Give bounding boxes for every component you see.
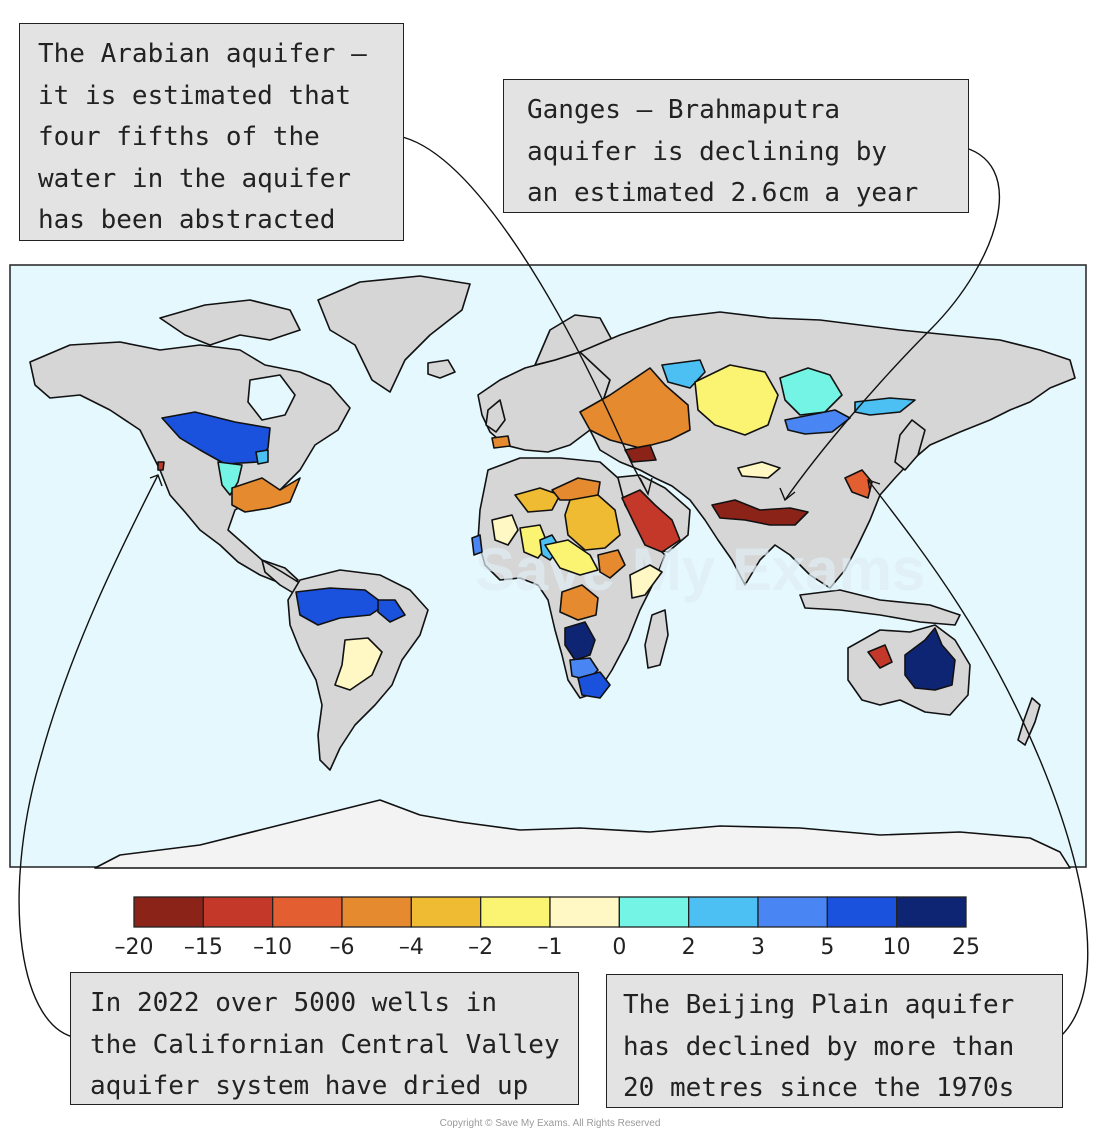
aquifer-central-siberia (779, 367, 843, 416)
aquifer-senegal (491, 514, 519, 546)
aquifer-iberia (491, 435, 511, 449)
greenland (317, 275, 471, 393)
iceland (427, 359, 456, 379)
legend-tick-label: 5 (820, 935, 834, 960)
hudson-bay (247, 374, 296, 421)
legend-tick-label: –2 (468, 935, 493, 960)
aquifer-sudd (544, 539, 599, 576)
legend-swatch (757, 896, 828, 928)
indonesia (799, 589, 961, 626)
legend-tick-label: –1 (538, 935, 563, 960)
aquifer-ogaden (597, 549, 626, 579)
callout-line: it is estimated that (38, 80, 352, 111)
legend-swatch (341, 896, 412, 928)
legend-tick-label: –6 (330, 935, 355, 960)
legend-swatch (826, 896, 898, 928)
antarctica (94, 799, 1071, 869)
aquifer-west-siberia (694, 364, 779, 436)
legend-swatch (618, 896, 690, 928)
aquifer-canning (867, 644, 893, 669)
callout-california-central-valley: In 2022 over 5000 wells in the Californi… (70, 972, 579, 1105)
aquifer-tarim (737, 461, 781, 479)
legend-swatch (549, 896, 620, 928)
callout-line: water in the aquifer (38, 163, 352, 194)
callout-line: Ganges – Brahmaputra (527, 95, 841, 125)
aquifer-congo (559, 584, 599, 621)
aquifer-california (157, 461, 165, 471)
aquifer-somali (629, 564, 663, 599)
callout-arabian-aquifer: The Arabian aquifer – it is estimated th… (19, 23, 404, 241)
callout-line: 20 metres since the 1970s (623, 1073, 1015, 1103)
legend-tick-label: –15 (184, 935, 223, 960)
aquifer-amazon (295, 587, 386, 626)
arrow-head-arabian (639, 477, 653, 497)
madagascar (644, 609, 669, 669)
callout-line: The Beijing Plain aquifer (623, 990, 1015, 1020)
leader-ganges (784, 145, 1001, 501)
legend-swatch (272, 896, 343, 928)
callout-line: has declined by more than (623, 1031, 1015, 1062)
callout-line: has been abstracted (38, 205, 336, 235)
aquifer-sahara-northwest (514, 487, 561, 513)
callout-line: an estimated 2.6cm a year (527, 178, 919, 208)
british-isles (485, 399, 506, 433)
aquifer-great-artesian (904, 627, 956, 691)
copyright-notice: Copyright © Save My Exams. All Rights Re… (439, 1118, 661, 1129)
legend-color-bar (133, 896, 967, 928)
legend-swatch (202, 896, 274, 928)
aquifer-mongolia (784, 409, 851, 435)
japan (894, 419, 926, 471)
legend-tick-label: –10 (253, 935, 292, 960)
leader-beijing (867, 479, 1089, 1043)
legend-tick-label: 25 (952, 935, 980, 960)
arrow-head-california (149, 474, 163, 487)
legend-swatch (480, 896, 551, 928)
aquifer-kalahari-north (564, 621, 596, 661)
legend-tick-label: 10 (883, 935, 911, 960)
new-zealand (1017, 697, 1041, 746)
legend-tick-label: –4 (399, 935, 424, 960)
leader-california (18, 474, 159, 1039)
legend-tick-label: 2 (682, 935, 696, 960)
legend-tick-labels: –20 –15 –10 –6 –4 –2 –1 0 2 3 5 10 25 (115, 935, 981, 960)
aquifer-russian-platform (579, 367, 691, 449)
callout-line: the Californian Central Valley (90, 1029, 560, 1060)
legend-swatch (896, 896, 967, 928)
aquifer-ganges-brahmaputra (711, 499, 809, 526)
aquifer-karoo (577, 671, 611, 699)
callout-line: The Arabian aquifer – (38, 39, 367, 69)
aquifers (157, 359, 956, 699)
legend-tick-label: 0 (612, 935, 626, 960)
aquifer-brazil-east (377, 599, 406, 623)
legend-tick-label: –20 (115, 935, 154, 960)
arrow-head-ganges (779, 487, 796, 502)
aquifer-mississippi (231, 477, 301, 513)
callout-line: In 2022 over 5000 wells in (90, 988, 497, 1018)
callout-beijing-plain: The Beijing Plain aquifer has declined b… (606, 974, 1063, 1108)
callout-ganges-brahmaputra: Ganges – Brahmaputra aquifer is declinin… (503, 79, 969, 213)
callout-line: aquifer is declining by (527, 136, 888, 167)
legend-swatch (688, 896, 759, 928)
arrow-head-beijing (867, 478, 881, 493)
legend-swatch (133, 896, 204, 928)
callout-line: aquifer system have dried up (90, 1071, 529, 1101)
canadian-arctic-islands (159, 299, 301, 346)
callout-line: four fifths of the (38, 122, 320, 152)
aquifer-nubian (564, 494, 621, 551)
aquifer-guinea-coast (471, 534, 483, 556)
aquifer-arabian (621, 489, 681, 553)
aquifer-guarani (334, 637, 383, 691)
aquifer-great-lakes (255, 449, 269, 465)
legend-swatch (410, 896, 482, 928)
legend-tick-label: 3 (751, 935, 765, 960)
